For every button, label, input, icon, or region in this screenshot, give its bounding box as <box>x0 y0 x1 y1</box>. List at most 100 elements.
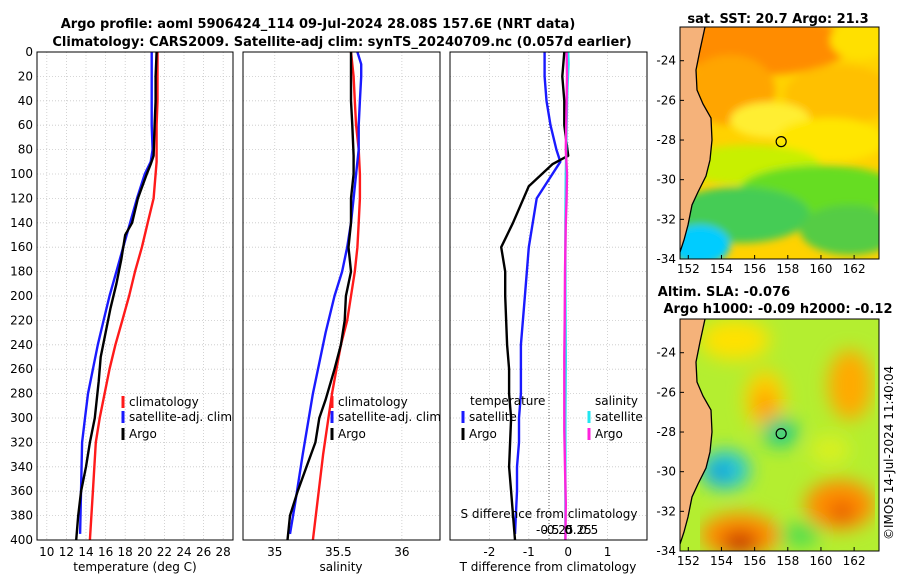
sla-map: Altim. SLA: -0.076 Argo h1000: -0.09 h20… <box>656 285 892 568</box>
x-tick-label: 36 <box>394 545 409 559</box>
legend-s-satellite-label: satellite <box>595 410 643 424</box>
depth-tick-label: 300 <box>10 411 33 425</box>
map-x-tick-label: 154 <box>710 262 733 276</box>
t-difference-xlabel: T difference from climatology <box>459 560 637 574</box>
salinity-frame <box>242 51 441 541</box>
salinity-panel: 35 35.5 36 salinity climatology satellite-… <box>242 51 441 574</box>
sst-map-ticks: 152 154 156 158 160 162 -24 -26 -28 -30 -32 -34 <box>656 54 865 276</box>
depth-tick-label: 220 <box>10 313 33 327</box>
map-y-tick-label: -30 <box>656 173 676 187</box>
legend-salinity-title: salinity <box>595 394 638 408</box>
x-tick-label: 0 <box>564 545 572 559</box>
map-y-tick-label: -28 <box>656 425 676 439</box>
difference-frame <box>449 51 648 541</box>
depth-tick-label: 180 <box>10 265 33 279</box>
s-tick-label: -0.25 <box>542 523 573 537</box>
temperature-xlabel: temperature (deg C) <box>73 560 196 574</box>
map-y-tick-label: -30 <box>656 465 676 479</box>
s-tick-label: 0.25 <box>565 523 592 537</box>
sst-map-title: sat. SST: 20.7 Argo: 21.3 <box>687 12 868 27</box>
x-tick-label: -1 <box>523 545 535 559</box>
depth-tick-label: 60 <box>18 118 33 132</box>
x-tick-label: 18 <box>118 545 133 559</box>
depth-tick-label: 80 <box>18 143 33 157</box>
legend-argo-label: Argo <box>129 427 157 441</box>
depth-tick-label: 240 <box>10 338 33 352</box>
credit-text: ©IMOS 14-Jul-2024 11:40:04 <box>882 366 896 540</box>
map-y-tick-label: -34 <box>656 252 676 266</box>
map-x-tick-label: 162 <box>843 262 866 276</box>
depth-tick-label: 260 <box>10 362 33 376</box>
x-tick-label: 1 <box>604 545 612 559</box>
x-tick-label: 10 <box>39 545 54 559</box>
sla-land <box>680 319 712 544</box>
depth-tick-label: 0 <box>25 45 33 59</box>
x-tick-label: 16 <box>98 545 113 559</box>
sla-map-subtitle: Argo h1000: -0.09 h2000: -0.12 <box>663 302 892 317</box>
map-y-tick-label: -34 <box>656 544 676 558</box>
map-x-tick-label: 154 <box>710 554 733 568</box>
series-line-t-argo <box>500 52 570 540</box>
salinity-grid <box>243 51 440 541</box>
sst-coastline <box>680 27 713 253</box>
sst-land <box>680 27 712 252</box>
map-y-tick-label: -24 <box>656 54 676 68</box>
x-tick-label: 35 <box>267 545 282 559</box>
sst-map-field <box>680 27 879 259</box>
map-x-tick-label: 156 <box>743 554 766 568</box>
figure-title-line1: Argo profile: aoml 5906424_114 09-Jul-20… <box>61 17 576 32</box>
sla-patches <box>700 320 875 551</box>
t-difference-tick-labels: -2 -1 0 1 <box>483 545 611 559</box>
s-tick-label: -0.5 <box>536 523 559 537</box>
difference-grid <box>450 51 647 541</box>
x-tick-label: 20 <box>137 545 152 559</box>
depth-tick-label: 100 <box>10 167 33 181</box>
x-tick-label: 28 <box>216 545 231 559</box>
legend-t-satellite-label: satellite <box>469 410 517 424</box>
legend-t-argo-label: Argo <box>469 427 497 441</box>
depth-tick-label: 340 <box>10 460 33 474</box>
temperature-grid <box>37 51 233 541</box>
x-tick-label: 22 <box>157 545 172 559</box>
x-tick-label: -2 <box>483 545 495 559</box>
map-x-tick-label: 160 <box>810 554 833 568</box>
temperature-tick-labels: 10 12 14 16 18 20 22 24 26 28 <box>39 545 231 559</box>
temperature-panel: 0 20 40 60 80 100 120 140 160 180 200 220 240 260 280 3… <box>10 45 234 574</box>
legend-argo-label: Argo <box>338 427 366 441</box>
map-x-tick-label: 152 <box>677 554 700 568</box>
salinity-lines <box>286 52 363 540</box>
map-y-tick-label: -32 <box>656 212 676 226</box>
series-line-t-satellite <box>513 52 562 534</box>
temperature-lines <box>75 52 159 540</box>
sla-map-ticks: 152 154 156 158 160 162 -24 -26 -28 -30 -32 -34 <box>656 346 865 568</box>
salinity-tick-labels: 35 35.5 36 <box>267 545 409 559</box>
x-tick-label: 26 <box>196 545 211 559</box>
x-tick-label: 35.5 <box>325 545 352 559</box>
difference-lines <box>500 52 570 540</box>
map-y-tick-label: -26 <box>656 385 676 399</box>
sst-argo-location-marker <box>775 136 787 148</box>
x-tick-label: 14 <box>78 545 93 559</box>
series-line-climatology <box>88 52 159 540</box>
legend-climatology-label: climatology <box>129 395 199 409</box>
series-line-s-argo <box>563 52 569 540</box>
legend-satellite-label: satellite-adj. clim <box>338 410 441 424</box>
salinity-xlabel: salinity <box>319 560 362 574</box>
difference-panel: -2 -1 0 1 T difference from climatology S d… <box>449 51 648 574</box>
sla-map-field <box>680 319 879 551</box>
depth-tick-label: 140 <box>10 216 33 230</box>
sla-argo-location-marker <box>775 428 787 440</box>
legend-satellite-label: satellite-adj. clim <box>129 410 232 424</box>
depth-tick-label: 120 <box>10 191 33 205</box>
sst-map: sat. SST: 20.7 Argo: 21.3 152 154 156 158 16 <box>656 12 880 276</box>
map-y-tick-label: -24 <box>656 346 676 360</box>
depth-tick-label: 20 <box>18 69 33 83</box>
s-difference-label: S difference from climatology <box>461 507 638 521</box>
series-line-argo <box>75 52 158 540</box>
map-x-tick-label: 158 <box>776 262 799 276</box>
x-tick-label: 12 <box>59 545 74 559</box>
map-x-tick-label: 160 <box>810 262 833 276</box>
legend-temperature-title: temperature <box>470 394 545 408</box>
map-x-tick-label: 156 <box>743 262 766 276</box>
